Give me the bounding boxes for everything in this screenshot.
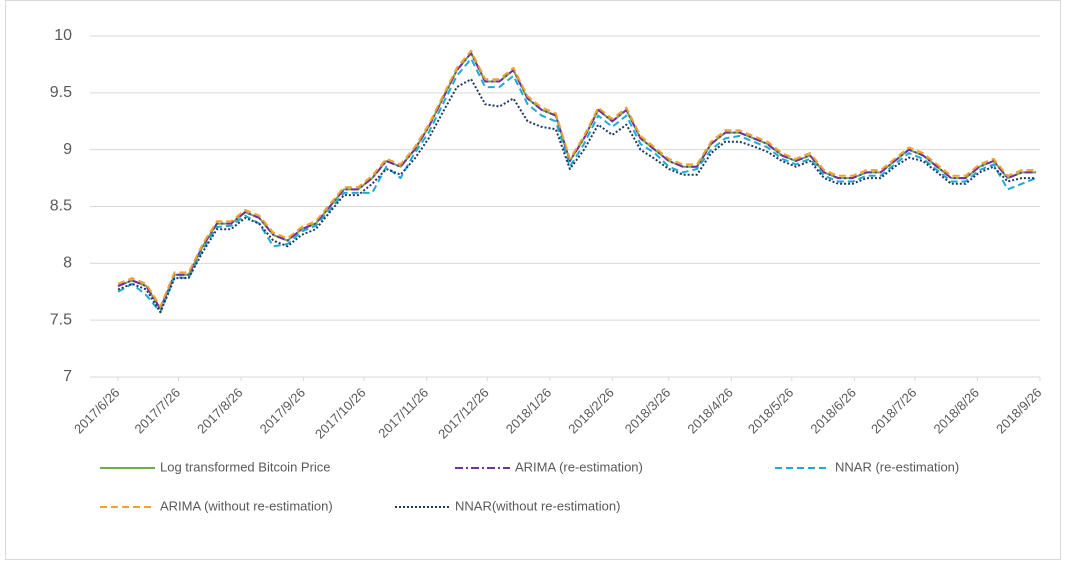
legend-label: Log transformed Bitcoin Price (160, 459, 331, 474)
series-line (117, 78, 1036, 314)
y-tick-label: 10 (54, 27, 72, 44)
series-line (117, 52, 1036, 310)
chart-frame (5, 0, 1061, 560)
legend-label: NNAR(without re-estimation) (455, 498, 620, 513)
y-tick-label: 8.5 (50, 198, 72, 215)
legend-label: ARIMA (re-estimation) (515, 459, 643, 474)
legend-label: ARIMA (without re-estimation) (160, 498, 333, 513)
y-tick-label: 9 (63, 141, 72, 158)
series-line (117, 57, 1037, 314)
series-line (117, 49, 1036, 308)
y-tick-label: 9.5 (50, 84, 72, 101)
y-tick-label: 7 (63, 368, 72, 385)
legend-label: NNAR (re-estimation) (835, 459, 959, 474)
y-tick-label: 8 (63, 255, 72, 272)
y-tick-label: 7.5 (50, 311, 72, 328)
